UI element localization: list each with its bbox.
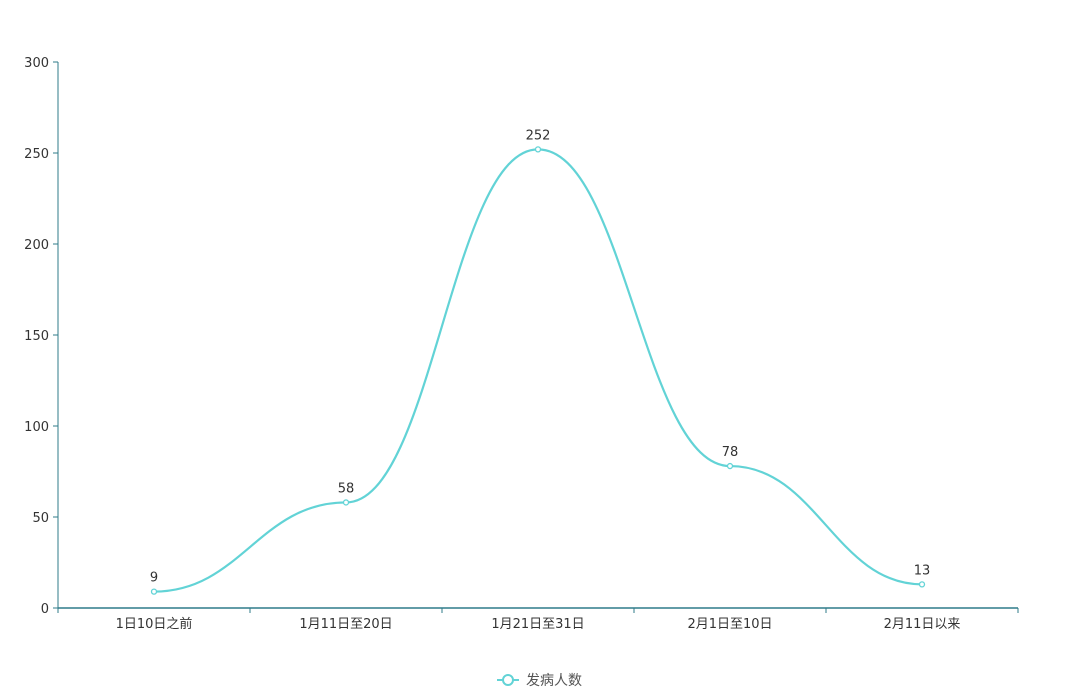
y-tick-label: 0 [41,602,49,617]
data-label: 13 [914,563,931,578]
x-tick-label: 2月11日以来 [884,617,961,632]
legend[interactable]: 发病人数 [497,673,582,689]
data-label: 9 [150,571,158,586]
data-point[interactable] [918,581,926,588]
x-tick-label: 1月21日至31日 [491,617,584,632]
data-point[interactable] [534,146,542,153]
data-point[interactable] [150,588,158,595]
x-tick-label: 1月11日至20日 [299,617,392,632]
y-tick-label: 100 [24,420,49,435]
y-tick-label: 300 [24,56,49,71]
data-point[interactable] [726,462,734,470]
data-label: 58 [338,481,355,496]
legend-circle-icon [502,674,514,686]
y-tick-label: 50 [32,511,49,526]
data-point[interactable] [342,499,350,506]
data-label: 252 [526,128,551,143]
y-tick-label: 150 [24,329,49,344]
y-tick-label: 250 [24,147,49,162]
x-tick-label: 2月1日至10日 [687,617,772,632]
legend-label: 发病人数 [526,673,582,689]
data-label: 78 [722,445,739,460]
y-tick-label: 200 [24,238,49,253]
series-line [153,148,923,593]
x-tick-label: 1日10日之前 [116,616,193,632]
